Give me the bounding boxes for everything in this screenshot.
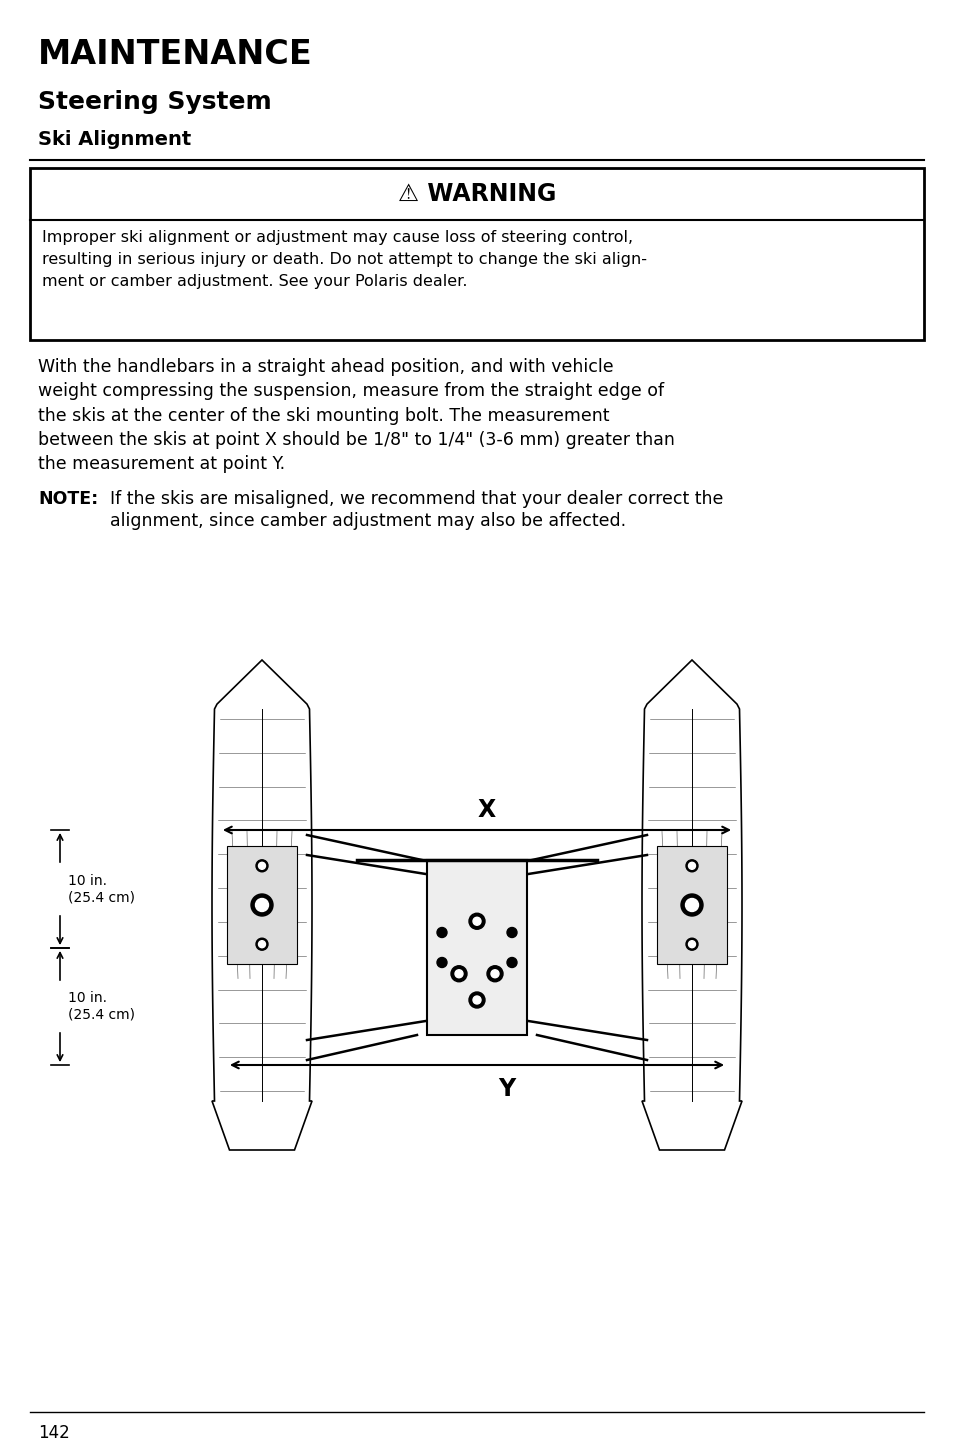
Circle shape — [436, 958, 447, 967]
Text: With the handlebars in a straight ahead position, and with vehicle
weight compre: With the handlebars in a straight ahead … — [38, 358, 674, 473]
Circle shape — [469, 913, 484, 929]
Text: Y: Y — [497, 1077, 515, 1101]
Circle shape — [255, 938, 268, 951]
Polygon shape — [212, 660, 312, 1150]
Circle shape — [685, 859, 698, 872]
Text: ment or camber adjustment. See your Polaris dealer.: ment or camber adjustment. See your Pola… — [42, 273, 467, 289]
Text: 10 in.
(25.4 cm): 10 in. (25.4 cm) — [68, 874, 135, 904]
Text: NOTE:: NOTE: — [38, 490, 98, 507]
Circle shape — [451, 965, 467, 981]
Circle shape — [455, 970, 462, 977]
Circle shape — [251, 894, 273, 916]
Text: ⚠ WARNING: ⚠ WARNING — [397, 182, 556, 206]
Circle shape — [685, 899, 698, 912]
Bar — [427, 859, 526, 1035]
Circle shape — [688, 941, 695, 948]
Polygon shape — [641, 660, 741, 1150]
Text: If the skis are misaligned, we recommend that your dealer correct the: If the skis are misaligned, we recommend… — [110, 490, 722, 507]
Text: Steering System: Steering System — [38, 90, 272, 113]
Text: alignment, since camber adjustment may also be affected.: alignment, since camber adjustment may a… — [110, 512, 625, 531]
Circle shape — [258, 862, 265, 869]
Circle shape — [688, 862, 695, 869]
Circle shape — [486, 965, 502, 981]
Circle shape — [473, 996, 480, 1005]
Circle shape — [506, 928, 517, 938]
Circle shape — [469, 992, 484, 1008]
Circle shape — [491, 970, 498, 977]
Circle shape — [436, 928, 447, 938]
Circle shape — [258, 941, 265, 948]
Text: 10 in.
(25.4 cm): 10 in. (25.4 cm) — [68, 992, 135, 1022]
Circle shape — [685, 938, 698, 951]
Text: Ski Alignment: Ski Alignment — [38, 129, 191, 148]
Bar — [657, 846, 726, 964]
Text: 142: 142 — [38, 1423, 70, 1442]
Circle shape — [506, 958, 517, 967]
Text: MAINTENANCE: MAINTENANCE — [38, 38, 313, 71]
Text: resulting in serious injury or death. Do not attempt to change the ski align-: resulting in serious injury or death. Do… — [42, 252, 646, 268]
Circle shape — [255, 899, 268, 912]
Circle shape — [255, 859, 268, 872]
Text: Improper ski alignment or adjustment may cause loss of steering control,: Improper ski alignment or adjustment may… — [42, 230, 633, 246]
Circle shape — [680, 894, 702, 916]
Text: X: X — [477, 798, 496, 822]
Bar — [227, 846, 296, 964]
Bar — [30, 169, 923, 340]
Circle shape — [473, 917, 480, 925]
